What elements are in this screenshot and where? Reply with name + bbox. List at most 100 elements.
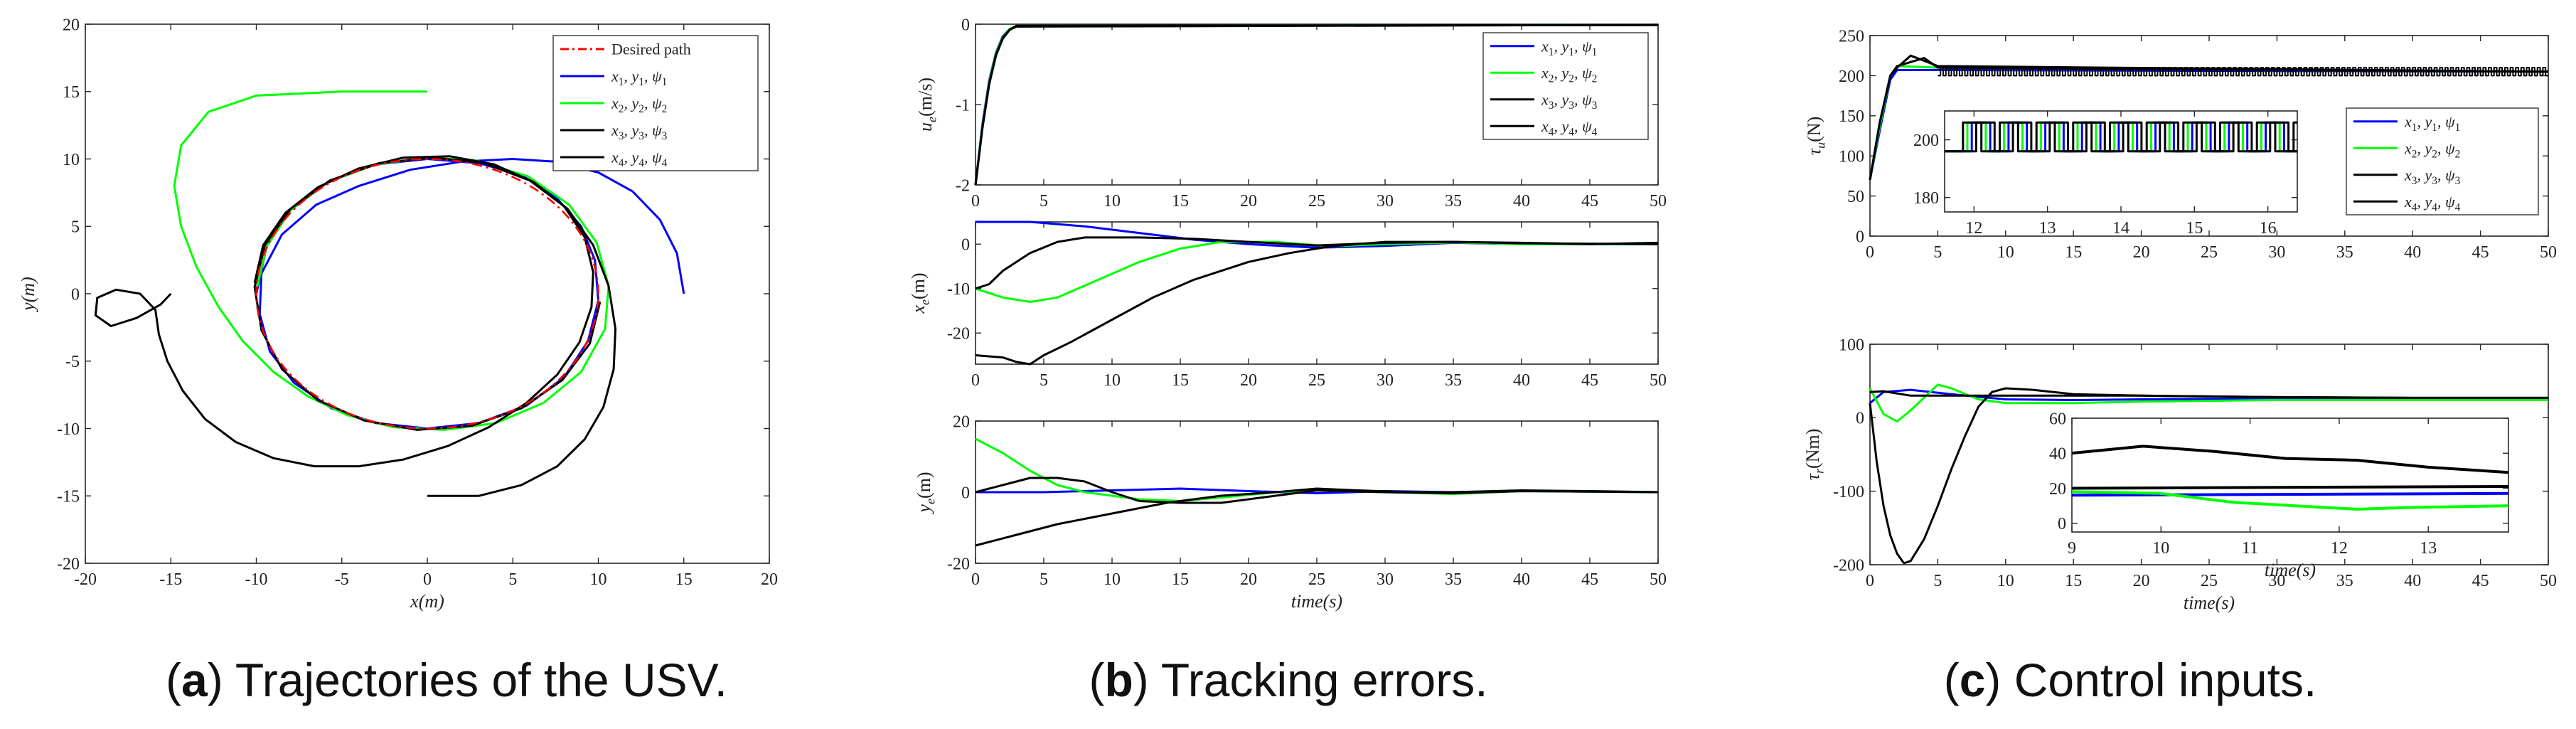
legend-label-4: x4, y4, ψ4 [1541,117,1598,139]
y-axis-label: ue(m/s) [915,78,939,132]
x-tick-label: 35 [1445,371,1462,390]
x-tick-label: 45 [1581,570,1598,589]
x-tick-label: 50 [1650,371,1667,390]
y-tick-label: 20 [953,413,970,431]
x-tick-label: 20 [2133,572,2150,590]
legend: x1, y1, ψ1 x2, y2, ψ2 x3, y3, ψ3 x4, y4, ψ4 [2346,107,2539,215]
y-tick-label: -10 [57,420,80,439]
y-tick-label: 0 [71,285,80,304]
x-tick-label: 45 [2472,243,2489,262]
x-tick-label: 40 [2404,243,2421,262]
y-axis-label: τu(N) [1804,117,1828,156]
inset-series-group [1945,121,2297,153]
x-tick-label: 50 [1650,192,1667,211]
x-tick-label: 0 [423,570,432,589]
y-tick-label: 0 [2058,515,2066,533]
y-tick-label: 50 [1847,188,1864,206]
x-tick-label: 10 [1103,570,1121,589]
plot-frame [2071,417,2509,533]
legend-label-2: x2, y2, ψ2 [1541,64,1597,85]
x-tick-label: 35 [2336,572,2353,590]
oscillation-band [1938,67,2548,77]
legend-label-5: x4, y4, ψ4 [611,149,668,170]
y-tick-label: 20 [2049,480,2066,499]
x-tick-label: 30 [1377,371,1394,390]
legend-label-3: x3, y3, ψ3 [1541,90,1598,112]
x-tick-label: -20 [74,570,97,589]
caption-b: (b) Tracking errors. [1089,654,1488,706]
x-tick-label: 25 [2201,572,2218,590]
series-line-4 [975,240,1659,366]
x-tick-label: 5 [1040,192,1048,211]
caption-a: (a) Trajectories of the USV. [166,654,727,706]
x-tick-label: 20 [1240,371,1257,390]
series-line-4 [2071,445,2509,474]
x-tick-label: 13 [2420,539,2437,558]
y-axis-label: τr(Nm) [1802,429,1827,481]
series-line-2 [1869,383,2548,422]
x-tick-label: 20 [1240,570,1257,589]
x-tick-label: 0 [1866,572,1874,590]
x-tick-label: 25 [1308,192,1325,211]
y-axis-label: ye(m) [914,472,938,514]
legend: Desired path x1, y1, ψ1 x2, y2, ψ2 x3, y3, … [552,35,759,171]
x-tick-label: 12 [1965,219,1982,238]
x-tick-label: 15 [1172,570,1189,589]
series-line-4 [1869,57,2549,181]
x-tick-label: 0 [1866,243,1874,262]
legend-label-3: x3, y3, ψ3 [2404,166,2461,187]
y-tick-label: 40 [2049,445,2066,464]
axes-b2: 0 5 10 15 20 25 30 35 40 45 50 -20 -10 0 xe(m) [908,220,1667,390]
y-tick-label: -100 [1833,483,1864,501]
x-tick-label: 5 [1040,371,1048,390]
series-line-1 [2071,491,2509,497]
x-axis-label: time(s) [1291,591,1342,612]
x-tick-label: 40 [1513,192,1530,211]
series-line-4 [975,487,1659,547]
x-tick-label: 5 [508,570,517,589]
x-tick-label: 5 [1040,570,1048,589]
x-tick-label: 0 [971,371,980,390]
y-tick-label: 0 [961,236,970,255]
inset-series-line-4 [1945,121,2297,153]
x-tick-label: 13 [2039,219,2056,238]
x-tick-label: -5 [335,570,349,589]
y-tick-label: 100 [1839,336,1864,354]
legend-label-1: Desired path [611,41,691,58]
axes-b1: 0 5 10 15 20 25 30 35 40 45 50 -2 -1 0 ue(m/s) x1, y1, … [915,16,1667,211]
legend-label-4: x4, y4, ψ4 [2404,193,2461,214]
y-tick-label: 0 [1856,410,1864,428]
series-group [1869,54,2549,181]
x-tick-label: 50 [2540,243,2557,262]
y-tick-label: 20 [63,16,80,34]
y-tick-label: 200 [1839,68,1864,86]
x-tick-label: 0 [971,192,980,211]
x-tick-label: 10 [1997,572,2014,590]
x-tick-label: 5 [1933,572,1942,590]
x-tick-label: 50 [2540,572,2557,590]
oscillation-line [1938,67,2548,77]
x-tick-label: 45 [1581,371,1598,390]
y-tick-label: -200 [1833,556,1864,575]
x-tick-label: 25 [1308,570,1325,589]
series-line-3 [2071,485,2509,490]
axes-a: -20 -15 -10 -5 0 5 10 15 20 -20 -15 -10 -5 0 5 10 15 20 x(… [18,16,778,612]
y-tick-label: 200 [1913,132,1939,150]
x-tick-label: 14 [2112,219,2129,238]
x-tick-label: 35 [2336,243,2353,262]
series-line-4 [94,155,594,468]
series-line-4 [1869,387,2548,565]
legend-label-1: x1, y1, ψ1 [1541,37,1597,58]
plot-frame [1944,110,2298,213]
y-tick-label: 250 [1839,27,1864,46]
inset-series-line-3 [1945,121,2297,153]
x-tick-label: 15 [1172,192,1189,211]
axes-c1-inset: 12 13 14 15 16 180 200 [1913,110,2298,238]
x-tick-label: 45 [2472,572,2489,590]
series-group [975,437,1659,547]
y-tick-label: -20 [947,555,970,573]
y-axis-label: xe(m) [908,272,932,314]
series-group [2071,445,2509,511]
legend: x1, y1, ψ1 x2, y2, ψ2 x3, y3, ψ3 x4, y4, ψ4 [1482,32,1649,140]
